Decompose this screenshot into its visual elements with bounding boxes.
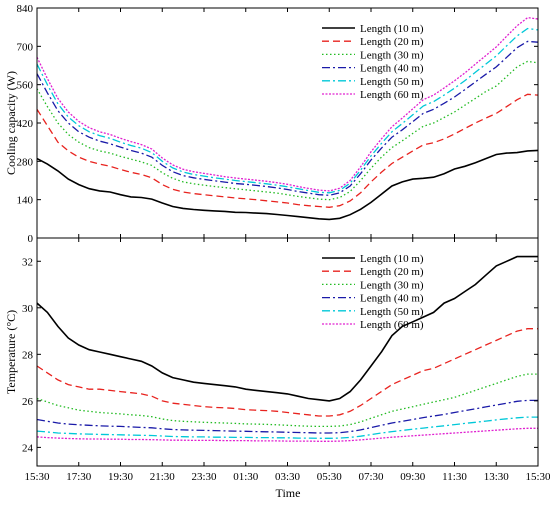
y-tick-label: 140	[17, 195, 34, 207]
y-tick-label: 26	[22, 396, 34, 408]
legend-label: Length (20 m)	[360, 266, 424, 278]
legend-label: Length (40 m)	[360, 63, 424, 75]
y-tick-label: 28	[22, 349, 34, 361]
x-tick-label: 23:30	[191, 471, 217, 483]
x-tick-label: 15:30	[24, 471, 50, 483]
x-tick-label: 11:30	[442, 471, 467, 483]
y-tick-label: 560	[17, 80, 34, 92]
legend-label: Length (30 m)	[360, 49, 424, 61]
y-axis-title: Temperature (°C)	[4, 310, 18, 394]
legend-label: Length (10 m)	[360, 253, 424, 265]
y-tick-label: 420	[17, 118, 34, 130]
series-line-1	[36, 149, 539, 221]
x-tick-label: 07:30	[358, 471, 384, 483]
series-line-2	[36, 328, 538, 417]
x-tick-label: 03:30	[275, 471, 301, 483]
x-tick-label: 15:30	[525, 471, 550, 483]
y-axis-title: Cooling capacity (W)	[4, 71, 18, 175]
x-tick-label: 13:30	[484, 471, 510, 483]
plots-layer: 0 140 280 420 560 700 840 Cooling capacity (W) L…	[4, 3, 550, 483]
series-line-4	[36, 40, 539, 196]
legend-label: Length (50 m)	[360, 306, 424, 318]
x-tick-label: 17:30	[66, 471, 92, 483]
legend-label: Length (60 m)	[360, 89, 424, 101]
x-tick-label: 05:30	[317, 471, 343, 483]
legend-label: Length (50 m)	[360, 76, 424, 88]
x-tick-label: 19:30	[108, 471, 134, 483]
legend-label: Length (60 m)	[360, 319, 424, 331]
y-tick-label: 280	[17, 156, 34, 168]
x-tick-label: 01:30	[233, 471, 259, 483]
y-tick-label: 0	[28, 233, 34, 245]
y-tick-label: 840	[17, 3, 34, 15]
series-line-1	[36, 255, 538, 402]
y-tick-label: 32	[22, 256, 33, 268]
legend-label: Length (20 m)	[360, 36, 424, 48]
legend-label: Length (10 m)	[360, 23, 424, 35]
y-tick-label: 700	[17, 41, 34, 53]
series-line-3	[36, 60, 539, 201]
series-line-2	[36, 93, 539, 208]
y-tick-label: 24	[22, 442, 34, 454]
legend-label: Length (40 m)	[360, 293, 424, 305]
x-tick-label: 21:30	[150, 471, 176, 483]
legend-label: Length (30 m)	[360, 279, 424, 291]
y-tick-label: 30	[22, 303, 34, 315]
series-line-4	[36, 399, 538, 434]
series-line-6	[36, 16, 539, 192]
series-line-6	[36, 427, 538, 442]
series-line-5	[36, 27, 539, 194]
x-axis-title: Time	[276, 486, 301, 500]
chart-panel-2: 24 26 28 30 32 15:30 17:30 19:30 21:30 23:30 01:30…	[4, 237, 550, 483]
x-tick-label: 09:30	[400, 471, 426, 483]
series-line-5	[36, 416, 538, 439]
chart-panel-1: 0 140 280 420 560 700 840 Cooling capacity (W) L…	[4, 3, 539, 245]
series-line-3	[36, 373, 538, 428]
